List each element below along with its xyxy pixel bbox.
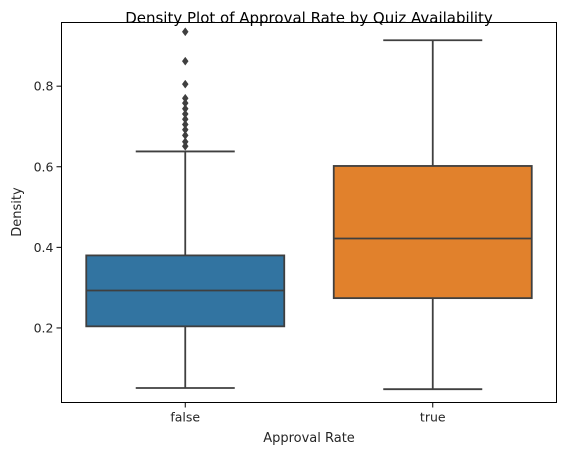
x-axis-label: Approval Rate	[263, 431, 355, 446]
outlier-point	[181, 137, 189, 147]
y-axis-label: Density	[10, 187, 25, 237]
y-axis: 0.2 0.4 0.6 0.8	[34, 79, 62, 335]
outlier-point	[181, 141, 189, 151]
x-axis: false true	[170, 402, 446, 425]
x-tick-label: false	[170, 410, 200, 425]
box-false	[85, 27, 286, 389]
box-true	[332, 39, 533, 391]
x-tick-label: true	[420, 410, 446, 425]
outlier-point	[181, 27, 189, 37]
outlier-point	[181, 98, 189, 108]
outlier-point	[181, 125, 189, 135]
box-body	[332, 165, 533, 300]
outlier-point	[181, 79, 189, 89]
y-tick-label: 0.8	[34, 79, 54, 94]
y-tick-label: 0.2	[34, 320, 54, 335]
outlier-point	[181, 93, 189, 103]
outlier-point	[181, 120, 189, 129]
outlier-point	[181, 56, 189, 66]
y-tick-label: 0.4	[34, 240, 54, 255]
plot-area	[85, 27, 533, 391]
outlier-point	[181, 114, 189, 124]
chart-title: Density Plot of Approval Rate by Quiz Av…	[125, 9, 493, 27]
outlier-point	[181, 130, 189, 140]
y-tick-label: 0.6	[34, 159, 54, 174]
plot-frame	[61, 22, 557, 403]
outlier-point	[181, 109, 189, 119]
outlier-point	[181, 104, 189, 114]
